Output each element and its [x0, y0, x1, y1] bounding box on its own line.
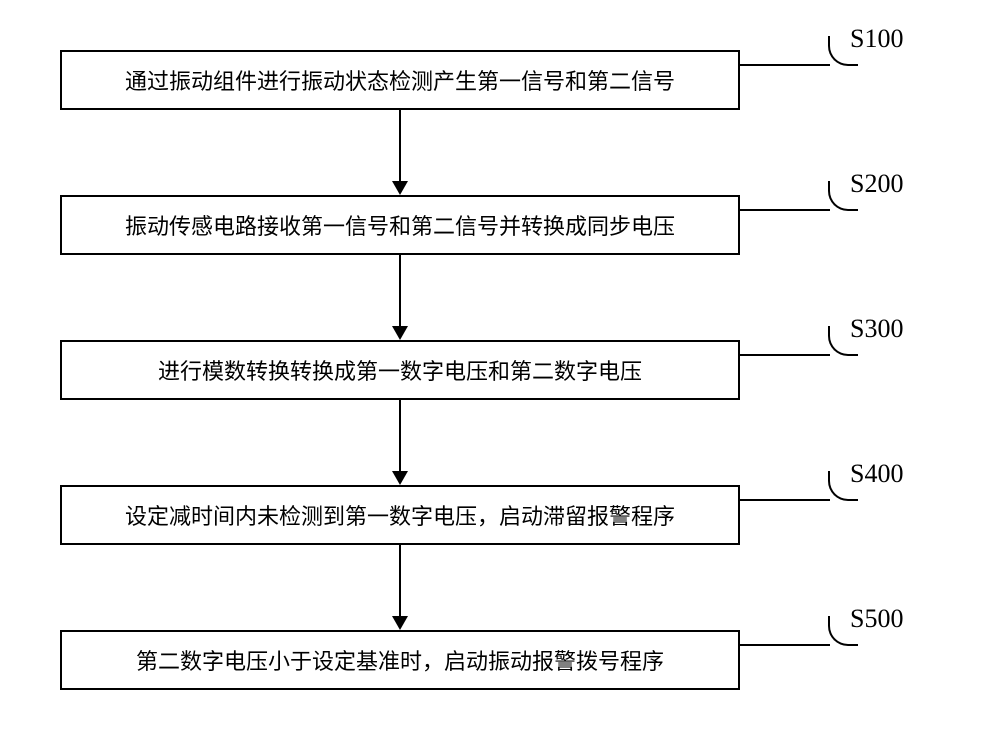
step-text-5: 第二数字电压小于设定基准时，启动振动报警拨号程序: [136, 644, 664, 676]
connector-2: [740, 209, 830, 211]
step-box-3: 进行模数转换转换成第一数字电压和第二数字电压: [60, 340, 740, 400]
arrow-1: [399, 110, 401, 181]
arrow-2: [399, 255, 401, 326]
step-text-4: 设定减时间内未检测到第一数字电压，启动滞留报警程序: [125, 499, 675, 531]
step-box-1: 通过振动组件进行振动状态检测产生第一信号和第二信号: [60, 50, 740, 110]
step-text-2: 振动传感电路接收第一信号和第二信号并转换成同步电压: [125, 209, 675, 241]
step-box-4: 设定减时间内未检测到第一数字电压，启动滞留报警程序: [60, 485, 740, 545]
step-label-2: S200: [850, 169, 903, 199]
step-label-3: S300: [850, 314, 903, 344]
arrow-head-2: [392, 326, 408, 340]
arrow-head-4: [392, 616, 408, 630]
step-box-2: 振动传感电路接收第一信号和第二信号并转换成同步电压: [60, 195, 740, 255]
step-text-1: 通过振动组件进行振动状态检测产生第一信号和第二信号: [125, 64, 675, 96]
arrow-3: [399, 400, 401, 471]
step-text-3: 进行模数转换转换成第一数字电压和第二数字电压: [158, 354, 642, 386]
connector-4: [740, 499, 830, 501]
step-label-4: S400: [850, 459, 903, 489]
connector-1: [740, 64, 830, 66]
connector-5: [740, 644, 830, 646]
flowchart-container: 通过振动组件进行振动状态检测产生第一信号和第二信号 S100 振动传感电路接收第…: [0, 30, 1000, 717]
arrow-head-3: [392, 471, 408, 485]
connector-3: [740, 354, 830, 356]
step-label-1: S100: [850, 24, 903, 54]
step-label-5: S500: [850, 604, 903, 634]
arrow-4: [399, 545, 401, 616]
step-box-5: 第二数字电压小于设定基准时，启动振动报警拨号程序: [60, 630, 740, 690]
arrow-head-1: [392, 181, 408, 195]
